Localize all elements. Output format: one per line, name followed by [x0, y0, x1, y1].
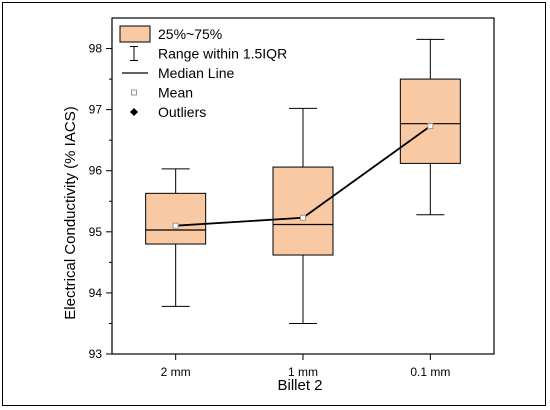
boxes — [145, 38, 461, 324]
y-tick-label: 94 — [89, 286, 103, 300]
axes: 93 94 95 96 97 98 2 mm 1 mm 0.1 mm — [89, 17, 495, 379]
x-tick-label: 2 mm — [161, 365, 191, 379]
mean-marker — [427, 123, 434, 130]
y-tick-label: 96 — [89, 164, 103, 178]
x-tick-label: 0.1 mm — [410, 365, 450, 379]
y-tick-label: 98 — [89, 42, 103, 56]
y-tick-label: 97 — [89, 103, 103, 117]
box-1-mm — [272, 107, 334, 324]
mean-marker — [300, 214, 306, 221]
legend-label: Mean — [158, 85, 193, 101]
legend-mean-swatch — [131, 89, 137, 96]
legend: 25%~75% Range within 1.5IQR Median Line Mea… — [119, 25, 287, 120]
legend-label: Range within 1.5IQR — [158, 46, 287, 62]
y-axis-label: Electrical Conductivity (% IACS) — [62, 106, 79, 319]
legend-label: 25%~75% — [158, 26, 222, 42]
iqr-box — [145, 192, 207, 245]
legend-box-swatch — [119, 25, 151, 43]
legend-label: Median Line — [158, 65, 234, 81]
iqr-box — [272, 166, 334, 256]
y-tick-label: 93 — [89, 347, 103, 361]
mean-line — [172, 123, 434, 229]
legend-label: Outliers — [158, 104, 206, 120]
mean-marker — [172, 222, 179, 229]
y-tick-label: 95 — [89, 225, 103, 239]
x-tick-label: 1 mm — [288, 365, 318, 379]
iqr-box — [399, 78, 461, 164]
legend-outlier-swatch — [130, 108, 138, 116]
box-2-mm — [145, 168, 207, 307]
x-axis-label: Billet 2 — [277, 377, 322, 394]
box-0-1-mm — [399, 38, 461, 216]
